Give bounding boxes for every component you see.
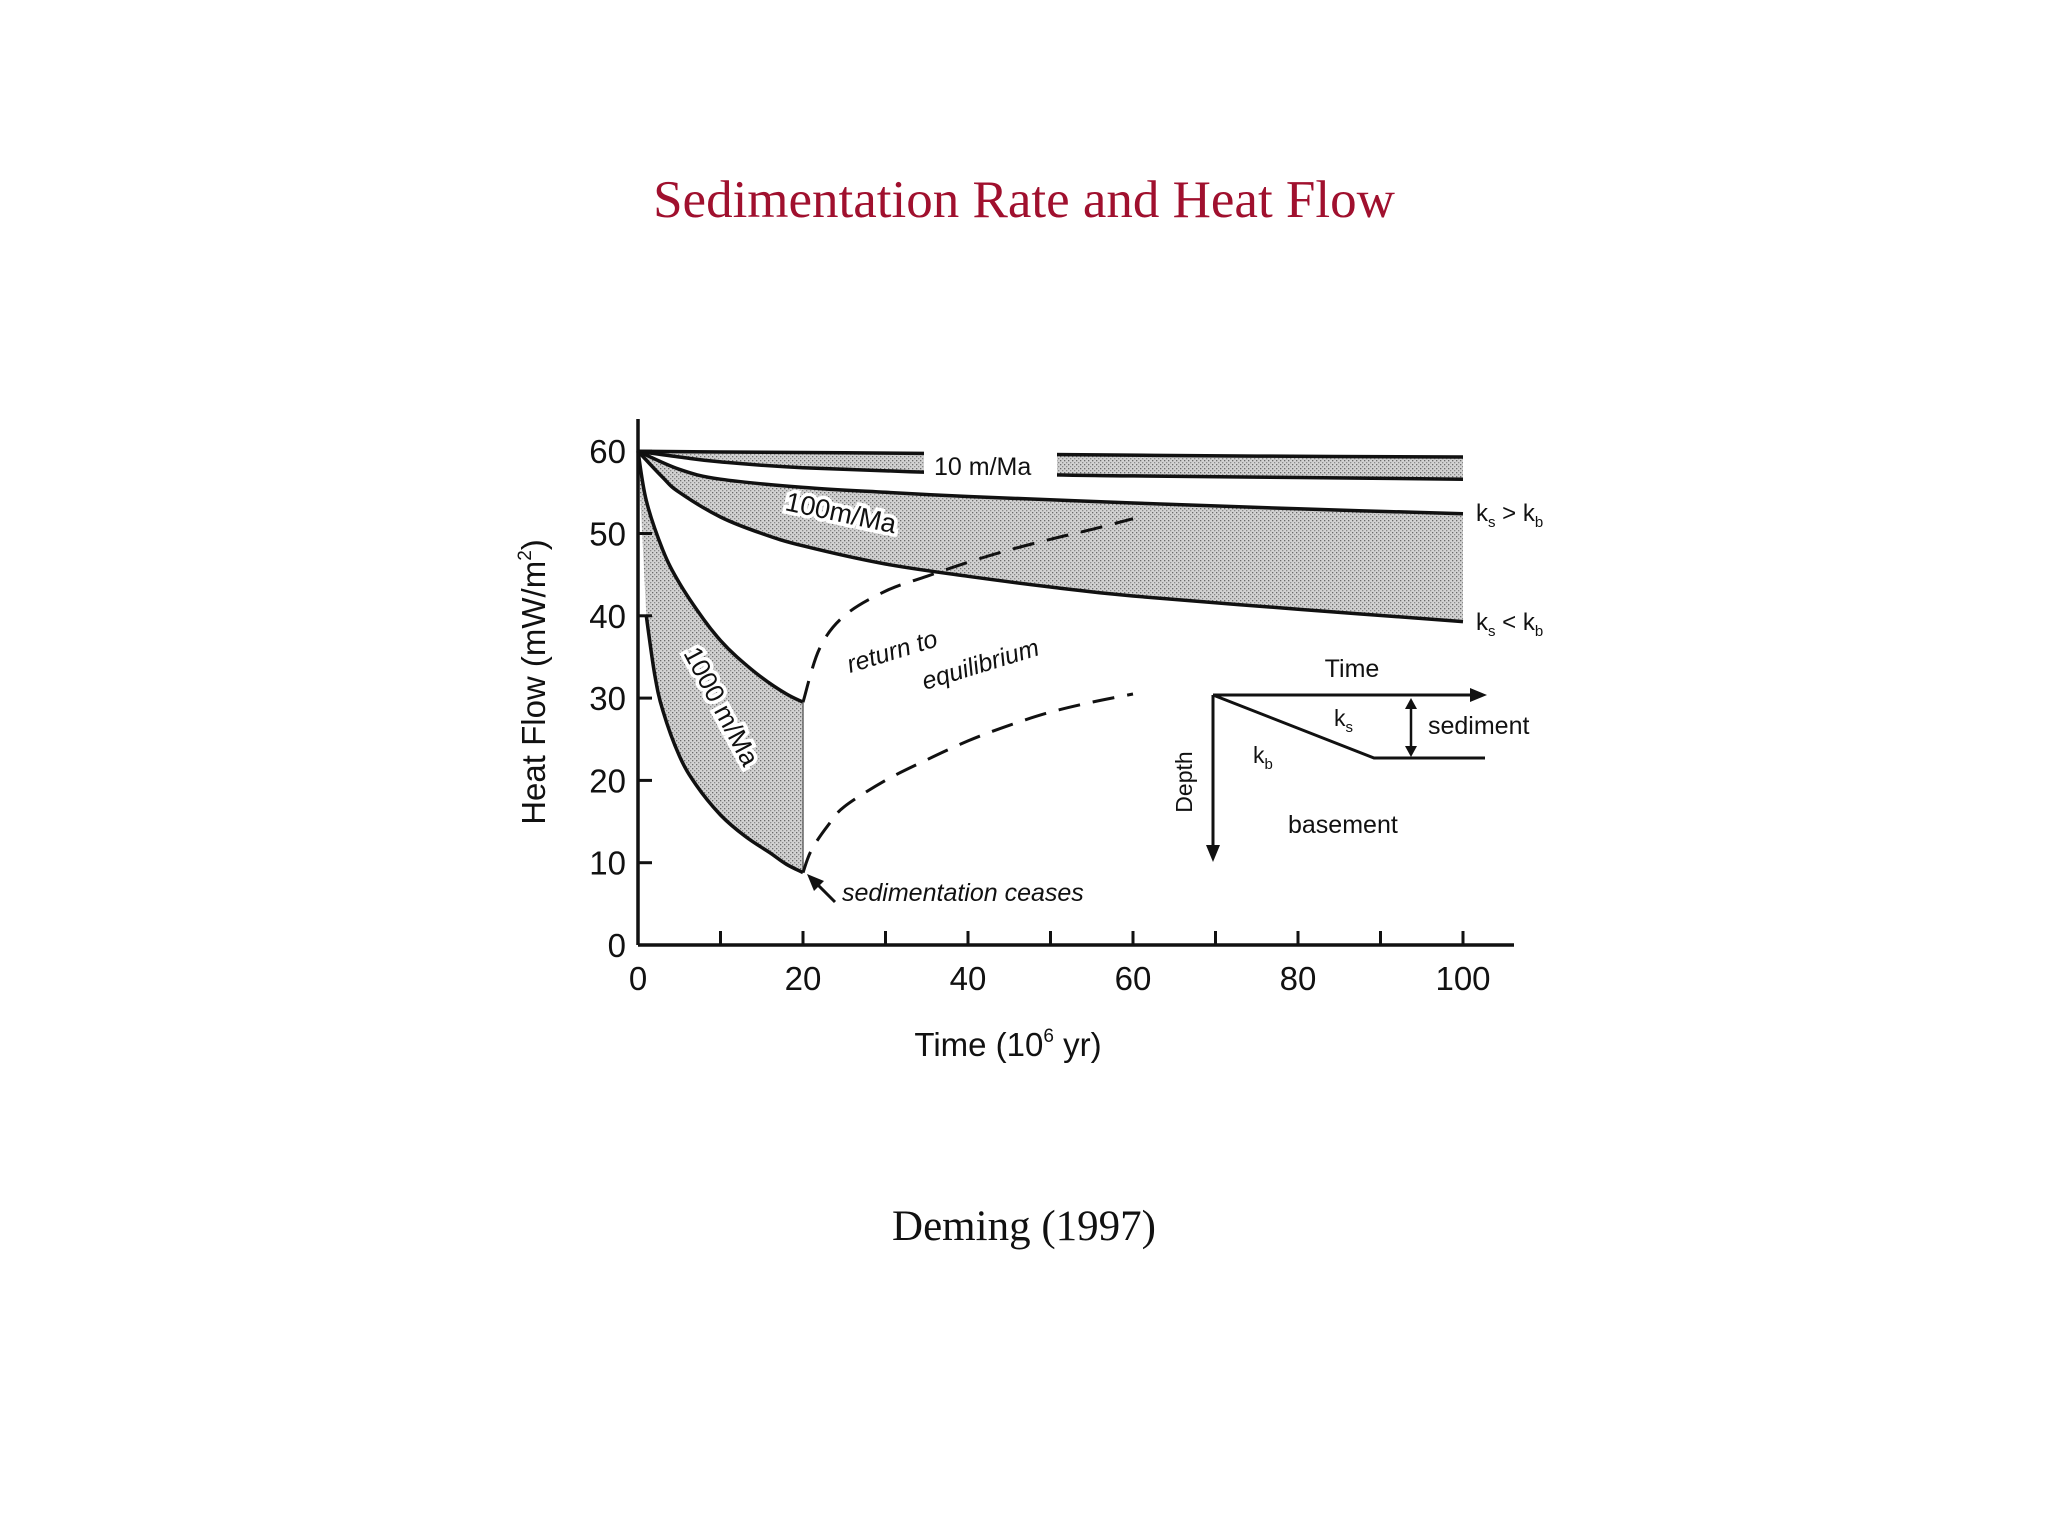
x-tick-label: 20: [785, 960, 822, 997]
inset-depth-label: Depth: [1171, 751, 1197, 812]
x-tick-label: 60: [1115, 960, 1152, 997]
y-tick-label: 40: [589, 598, 626, 635]
inset-thickness-arrowhead-down: [1405, 746, 1417, 757]
inset-depth-arrowhead: [1206, 845, 1220, 862]
inset-time-arrowhead: [1470, 688, 1487, 702]
inset-sediment-boundary: [1212, 693, 1485, 760]
recovery-curves: [801, 517, 1134, 874]
y-axis-title: Heat Flow (mW/m2): [515, 539, 552, 825]
x-tick-label: 80: [1280, 960, 1317, 997]
x-tick-label: 0: [629, 960, 647, 997]
y-tick-label: 30: [589, 680, 626, 717]
inset-time-label: Time: [1325, 655, 1380, 683]
x-tick-label: 40: [950, 960, 987, 997]
inset-kb-label: kb: [1253, 742, 1273, 773]
ks-lt-kb-label: ks < kb: [1476, 609, 1543, 640]
inset-thickness-arrowhead-up: [1405, 698, 1417, 709]
band-upper-curve-2: [636, 450, 804, 704]
slide-title: Sedimentation Rate and Heat Flow: [653, 171, 1395, 229]
recovery-curve-1: [801, 692, 1134, 874]
x-axis-title: Time (106 yr): [914, 1026, 1101, 1063]
y-tick-label: 20: [589, 762, 626, 799]
band-fill-1: [638, 451, 1463, 622]
ceases-arrow-head: [807, 874, 824, 891]
band-upper-curve-1: [637, 449, 1464, 516]
band-10-label-bg: [924, 450, 1057, 480]
ks-gt-kb-label: ks > kb: [1476, 500, 1543, 531]
y-tick-label: 0: [608, 927, 626, 964]
y-tick-label: 60: [589, 433, 626, 470]
inset-ks-label: ks: [1334, 705, 1353, 736]
source-credit: Deming (1997): [892, 1203, 1156, 1250]
inset-sediment-label: sediment: [1428, 712, 1529, 740]
y-tick-label: 50: [589, 516, 626, 553]
inset-schematic: Time Depth ks kb sediment basement: [1171, 655, 1529, 862]
sedimentation-ceases-label: sedimentation ceases: [842, 879, 1084, 907]
x-tick-label: 100: [1435, 960, 1490, 997]
y-tick-label: 10: [589, 845, 626, 882]
recovery-curve-0: [801, 517, 1134, 703]
band-10-label: 10 m/Ma: [934, 453, 1031, 481]
axis-ticks: 0 20 40 60 80 100 0 10 20 30 40 50 60: [589, 433, 1490, 997]
band-lower-curve-2: [644, 615, 804, 875]
band-fill-2: [638, 451, 803, 873]
inset-basement-label: basement: [1288, 811, 1398, 839]
band-lower-curve-1: [636, 450, 1464, 624]
